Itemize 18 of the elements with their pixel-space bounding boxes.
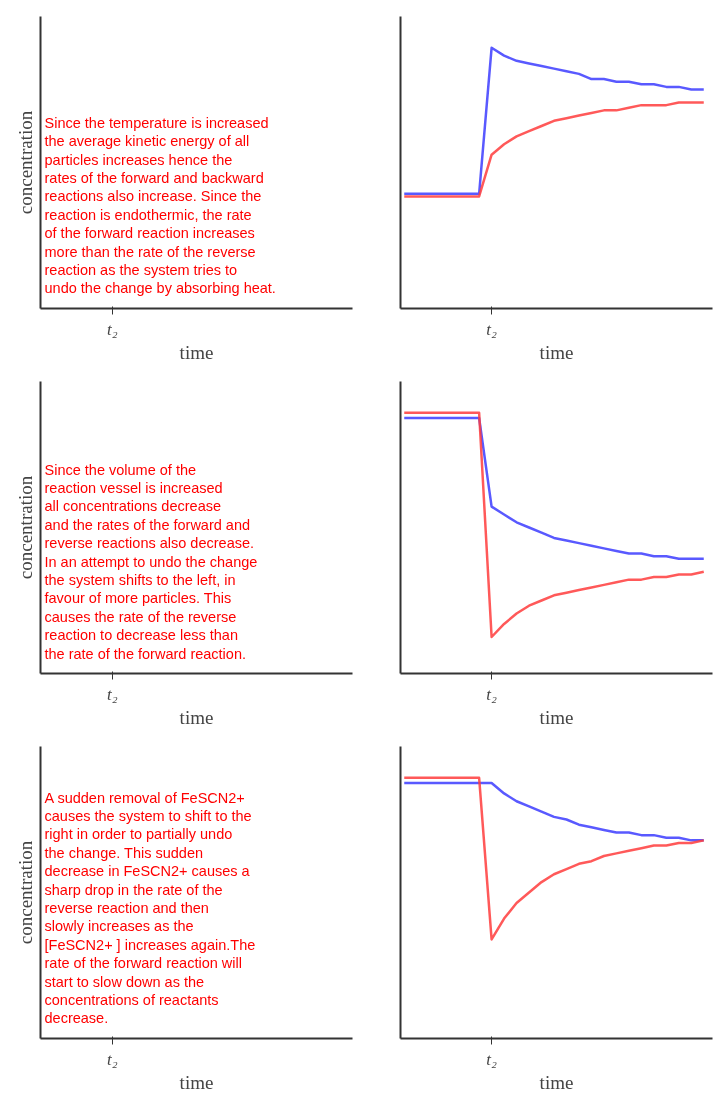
text: t₂ (106, 1049, 118, 1069)
text: concentration (14, 840, 36, 945)
text: t₂ (486, 319, 498, 339)
text: Since the temperature is increased the average kinetic energy of all particles increases hence the rates of the forward and backward reactions also increase. Since the reaction is endothermic, the rate of the forward reaction increases more than the rate of the reverse reaction as the system tries to undo the change by absorbing heat. (44, 114, 276, 297)
text: time (179, 706, 214, 728)
text: concentration (14, 475, 36, 580)
x-axis-title: time (539, 706, 574, 728)
text: concentration (14, 110, 36, 215)
text: time (179, 341, 214, 363)
text: t₂ (106, 684, 118, 704)
text: A sudden removal of FeSCN2+ causes the system to shift to the right in order to partially undo the change. This sudden decrease in FeSCN2+ causes a sharp drop in the rate of the reverse reaction and then slowly increases as the [FeSCN2+ ] increases again.The rate of the forward reaction will start to slow down as the concentrations of reactants decrease. (44, 789, 256, 1027)
text: t₂ (486, 684, 498, 704)
text: t₂ (486, 1049, 498, 1069)
x-axis-title: time (539, 1071, 574, 1093)
text: t₂ (106, 319, 118, 339)
text: time (179, 1071, 214, 1093)
x-axis-title: time (539, 341, 574, 363)
text: Since the volume of the reaction vessel is increased all concentrations decrease and the rates of the forward and reverse reactions also decrease. In an attempt to undo the change the system shifts to the left, in favour of more particles. This causes the rate of the reverse reaction to decrease less than the rate of the forward reaction. (44, 461, 258, 662)
